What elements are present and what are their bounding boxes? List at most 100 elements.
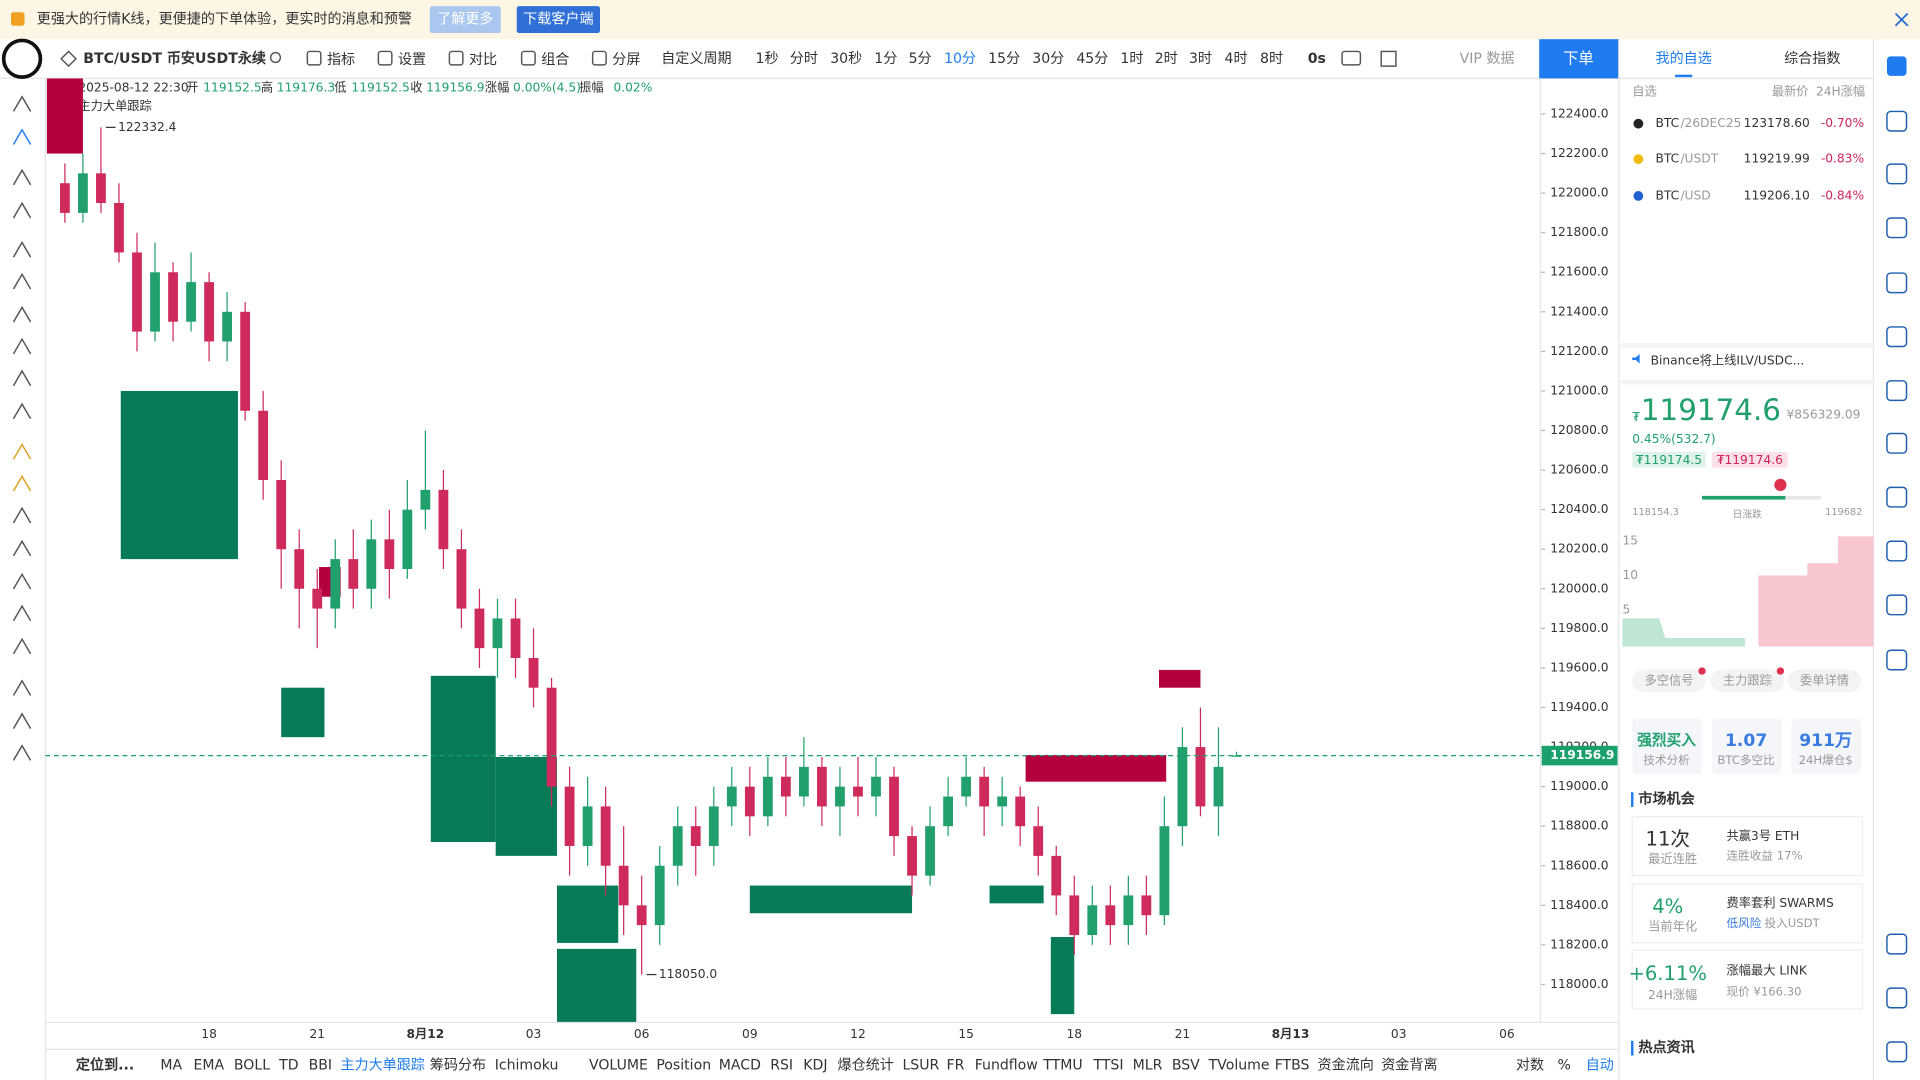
tool-icon[interactable] (12, 744, 32, 761)
indicator-tab[interactable]: FR (947, 1057, 965, 1073)
side-icon[interactable] (1886, 540, 1908, 562)
indicator-tab[interactable]: TD (278, 1057, 299, 1073)
tool-icon[interactable] (12, 506, 32, 524)
indicator-tab[interactable]: TTMU (1042, 1057, 1082, 1073)
sub-tab[interactable] (1787, 669, 1862, 692)
side-icon[interactable] (1886, 56, 1907, 76)
period[interactable]: 3时 (1189, 51, 1212, 67)
indicator-tab[interactable]: MA (160, 1057, 182, 1073)
tool-icon[interactable] (12, 712, 32, 729)
side-icon[interactable] (1886, 110, 1908, 132)
camera-icon[interactable] (1341, 50, 1362, 66)
indicator-tab[interactable]: 筹码分布 (430, 1056, 486, 1073)
side-icon[interactable] (1886, 933, 1908, 955)
toolbar-item[interactable]: 组合 (541, 52, 569, 68)
learn-more-label[interactable]: 了解更多 (437, 11, 493, 28)
indicator-tab[interactable]: 资金背离 (1381, 1056, 1437, 1073)
toolbar-icon[interactable] (377, 50, 393, 66)
indicator-tab[interactable]: RSI (770, 1057, 793, 1073)
indicator-tab[interactable]: BOLL (234, 1057, 270, 1073)
tool-icon[interactable] (12, 443, 32, 460)
vip-data[interactable]: VIP 数据 (1460, 51, 1515, 67)
period[interactable]: 5分 (909, 51, 932, 67)
period[interactable]: 8时 (1260, 51, 1283, 67)
indicator-tab[interactable]: KDJ (803, 1057, 827, 1073)
tool-icon[interactable] (12, 240, 32, 258)
watch-symbol[interactable]: BTC (1656, 116, 1680, 130)
opportunity-card[interactable] (1631, 883, 1864, 944)
download-button[interactable] (516, 6, 600, 34)
side-icon[interactable] (1886, 1041, 1908, 1063)
period[interactable]: 10分 (944, 51, 976, 67)
scale-option[interactable]: % (1558, 1057, 1571, 1073)
toolbar-icon[interactable] (520, 50, 536, 66)
tool-icon[interactable] (12, 305, 32, 323)
period[interactable]: 45分 (1076, 51, 1108, 67)
side-icon[interactable] (1886, 217, 1908, 239)
indicator-tab[interactable]: 资金流向 (1318, 1057, 1374, 1073)
tool-icon[interactable] (12, 474, 32, 492)
watch-symbol[interactable]: BTC (1656, 188, 1680, 202)
tool-icon[interactable] (12, 539, 32, 557)
tool-icon[interactable] (12, 128, 32, 145)
fullscreen-icon[interactable] (1380, 50, 1397, 67)
toolbar-item[interactable]: 设置 (398, 52, 426, 68)
news[interactable]: Binance将上线ILV/USDC... (1651, 354, 1805, 368)
sub-tab[interactable] (1632, 669, 1706, 692)
tool-icon[interactable] (12, 679, 32, 696)
indicator-tab[interactable]: BBI (309, 1057, 332, 1073)
panel-tab[interactable]: 综合指数 (1784, 51, 1840, 67)
tool-icon[interactable] (12, 572, 32, 590)
toolbar-icon[interactable] (306, 50, 322, 66)
toolbar-item[interactable]: 分屏 (612, 52, 640, 68)
panel-tab[interactable]: 我的自选 (1656, 51, 1712, 67)
tool-icon[interactable] (12, 637, 32, 655)
watch-symbol[interactable]: BTC (1656, 152, 1680, 166)
tool-icon[interactable] (12, 369, 32, 387)
tool-icon[interactable] (12, 337, 32, 355)
side-icon[interactable] (1886, 594, 1908, 616)
period[interactable]: 1秒 (756, 51, 779, 67)
indicator-tab[interactable]: 主力大单跟踪 (340, 1057, 424, 1073)
indicator-tab[interactable]: 爆仓统计 (838, 1057, 894, 1073)
period[interactable]: 1分 (874, 51, 897, 67)
order-button[interactable] (1539, 39, 1619, 79)
tool-icon[interactable] (12, 604, 32, 622)
side-icon[interactable] (1886, 432, 1908, 454)
indicator-tab[interactable]: EMA (193, 1057, 224, 1073)
period[interactable]: 分时 (790, 51, 818, 67)
order-label[interactable]: 下单 (1563, 49, 1594, 67)
side-icon[interactable] (1886, 380, 1908, 402)
period[interactable]: 4时 (1224, 51, 1247, 67)
indicator-tab[interactable]: LSUR (902, 1057, 939, 1073)
download-label[interactable]: 下载客户端 (523, 11, 593, 28)
side-icon[interactable] (1886, 163, 1908, 185)
tool-icon[interactable] (12, 95, 32, 112)
tool-icon[interactable] (12, 201, 32, 219)
indicator-tab[interactable]: Fundflow (975, 1057, 1038, 1073)
indicator-tab[interactable]: Ichimoku (495, 1057, 559, 1073)
period[interactable]: 2时 (1155, 51, 1178, 67)
side-icon[interactable] (1886, 326, 1908, 348)
scale-option[interactable]: 对数 (1516, 1057, 1544, 1073)
toolbar-item[interactable]: 对比 (469, 52, 497, 68)
sub-tab[interactable] (1710, 669, 1785, 692)
sub-tab-label[interactable]: 多空信号 (1645, 673, 1694, 687)
side-icon[interactable] (1886, 272, 1908, 294)
indicator-tab[interactable]: MACD (719, 1057, 761, 1073)
period-menu[interactable]: 自定义周期 (661, 51, 731, 67)
sub-tab-label[interactable]: 委单详情 (1800, 672, 1849, 687)
opportunity-card[interactable] (1631, 949, 1864, 1010)
indicator-tab[interactable]: TTSI (1092, 1057, 1123, 1073)
tool-icon[interactable] (12, 168, 32, 186)
indicator-tab[interactable]: FTBS (1275, 1057, 1310, 1073)
period[interactable]: 1时 (1120, 51, 1143, 67)
locate[interactable]: 定位到... (76, 1056, 134, 1073)
indicator-tab[interactable]: MLR (1133, 1057, 1163, 1073)
toolbar-icon[interactable] (448, 50, 464, 66)
tool-icon[interactable] (12, 402, 32, 420)
tool-icon[interactable] (12, 272, 32, 290)
indicator-tab[interactable]: BSV (1172, 1057, 1200, 1073)
learn-more-button[interactable] (429, 6, 501, 34)
indicator-tab[interactable]: TVolume (1208, 1057, 1270, 1073)
